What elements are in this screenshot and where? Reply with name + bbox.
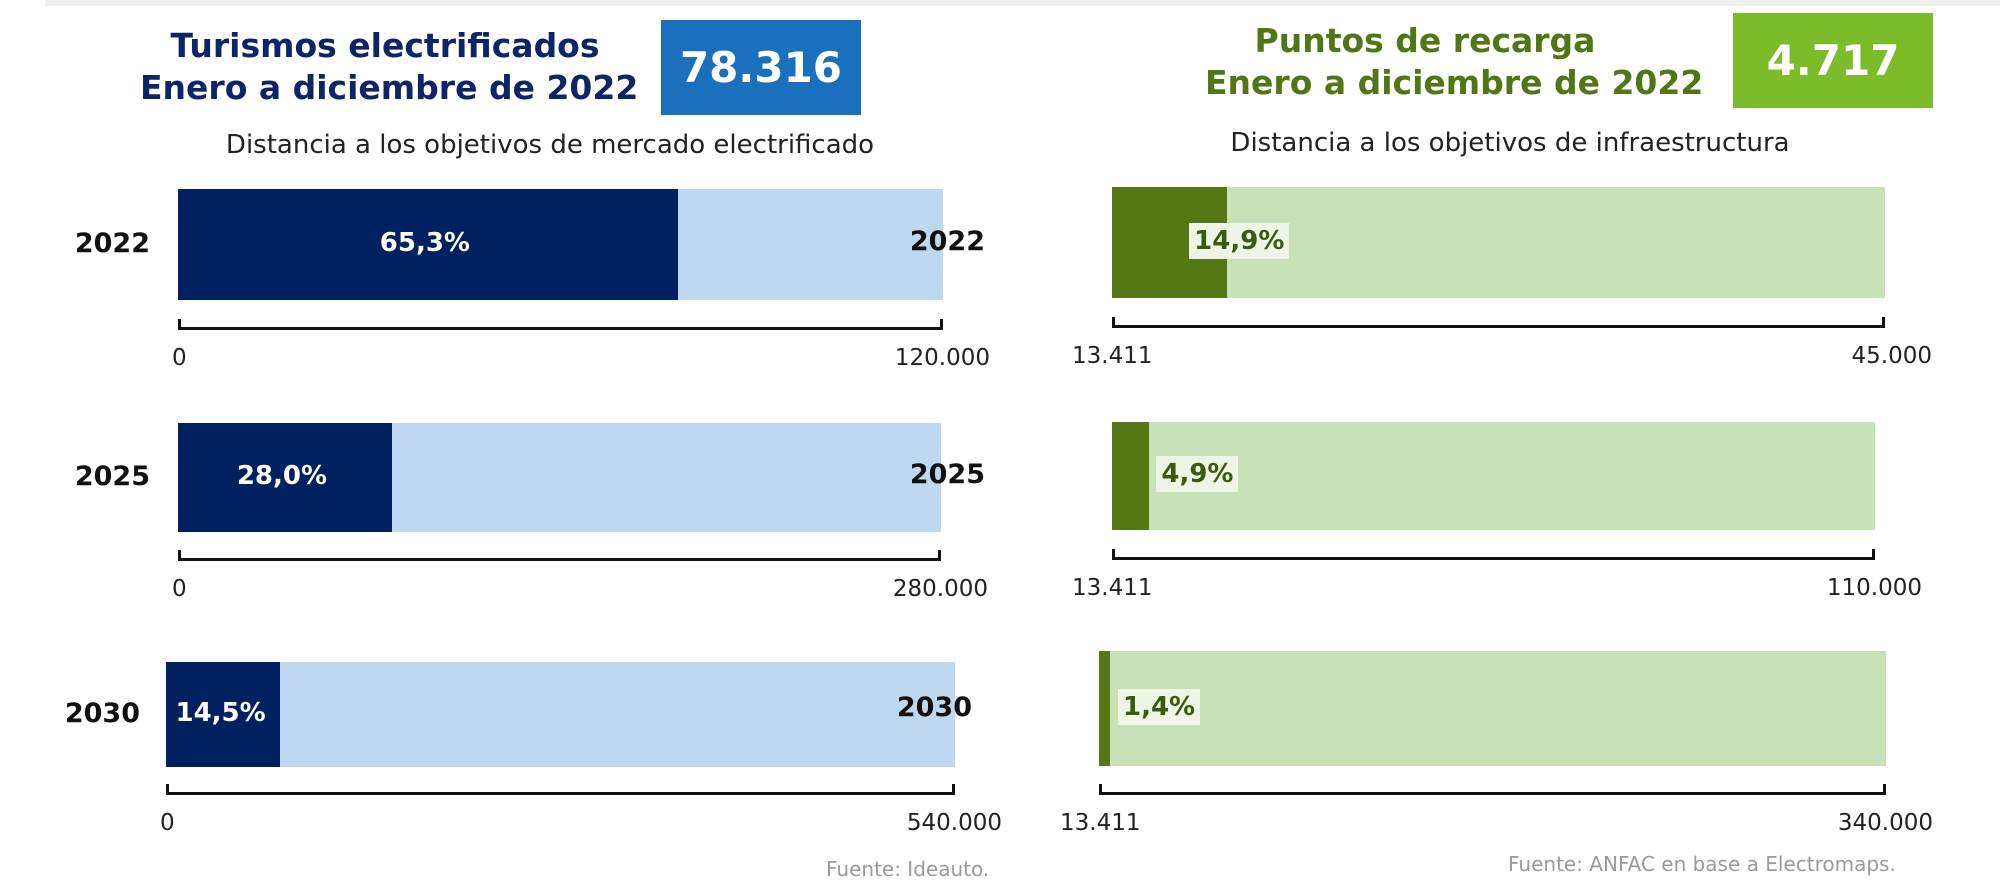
bar-fill-2025	[178, 423, 392, 532]
axis-line-2030	[166, 792, 955, 795]
axis-min-label: 13.411	[1072, 343, 1153, 369]
value-label-2022: 65,3%	[379, 227, 470, 258]
axis-line-2025	[178, 558, 941, 561]
axis-tick-max	[938, 550, 941, 560]
source-note: Fuente: Ideauto.	[826, 857, 990, 881]
row-label-2025: 2025	[74, 460, 150, 492]
bar-track-2030	[166, 662, 955, 767]
bar-track-2025	[178, 423, 941, 532]
kpi-total-box: 78.316	[661, 20, 861, 115]
bar-fill-2025	[1112, 422, 1150, 530]
axis-tick-max	[952, 784, 955, 794]
axis-tick-max	[940, 319, 943, 329]
kpi-total-box: 4.717	[1733, 13, 1933, 108]
axis-max-label: 540.000	[906, 810, 1002, 836]
bar-track-2030	[1099, 651, 1886, 766]
row-label-2030: 2030	[896, 691, 972, 723]
value-label-2025: 28,0%	[236, 460, 328, 491]
axis-min-label: 0	[160, 810, 175, 836]
axis-min-label: 0	[172, 345, 187, 371]
top-divider	[45, 0, 2000, 6]
value-label-2025: 4,9%	[1156, 456, 1239, 492]
panel-charging-points: Puntos de recarga Enero a diciembre de 20…	[897, 0, 2000, 893]
axis-tick-min	[166, 784, 169, 794]
axis-line-2030	[1099, 792, 1886, 795]
axis-tick-min	[1099, 784, 1102, 794]
axis-line-2025	[1112, 557, 1875, 560]
axis-min-label: 0	[172, 576, 187, 602]
chart-title: Turismos electrificados Enero a diciembre…	[140, 26, 639, 107]
chart-subtitle: Distancia a los objetivos de mercado ele…	[225, 130, 875, 160]
axis-max-label: 45.000	[1851, 343, 1932, 369]
axis-max-label: 280.000	[892, 576, 988, 602]
value-label-2030: 14,5%	[175, 697, 266, 728]
axis-tick-max	[1882, 317, 1885, 327]
axis-tick-max	[1883, 784, 1886, 794]
value-label-2030: 1,4%	[1118, 688, 1201, 725]
row-label-2025: 2025	[909, 459, 985, 490]
axis-tick-max	[1872, 549, 1875, 559]
axis-min-label: 13.411	[1072, 575, 1153, 601]
axis-tick-min	[1112, 549, 1115, 559]
axis-max-label: 110.000	[1826, 575, 1922, 601]
bar-track-2025	[1112, 422, 1875, 530]
bar-fill-2030	[1099, 651, 1111, 766]
axis-tick-min	[178, 319, 181, 329]
row-label-2030: 2030	[64, 697, 140, 729]
chart-subtitle: Distancia a los objetivos de infraestruc…	[1230, 128, 1790, 158]
panel-electrified-cars: Turismos electrificados Enero a diciembre…	[64, 20, 1002, 881]
axis-min-label: 13.411	[1060, 810, 1141, 836]
bar-fill-2030	[166, 662, 281, 767]
bar-track-2022	[178, 189, 943, 300]
row-label-2022: 2022	[909, 225, 985, 257]
axis-max-label: 340.000	[1837, 810, 1933, 836]
axis-line-2022	[178, 327, 943, 330]
axis-line-2022	[1112, 325, 1885, 328]
axis-max-label: 120.000	[894, 345, 990, 371]
bar-fill-2022	[178, 189, 678, 300]
row-label-2022: 2022	[74, 227, 150, 259]
value-label-2022: 14,9%	[1189, 222, 1290, 259]
axis-tick-min	[178, 550, 181, 560]
axis-tick-min	[1112, 317, 1115, 327]
source-note: Fuente: ANFAC en base a Electromaps.	[1508, 852, 1896, 876]
chart-title: Puntos de recarga Enero a diciembre de 20…	[1205, 21, 1704, 102]
